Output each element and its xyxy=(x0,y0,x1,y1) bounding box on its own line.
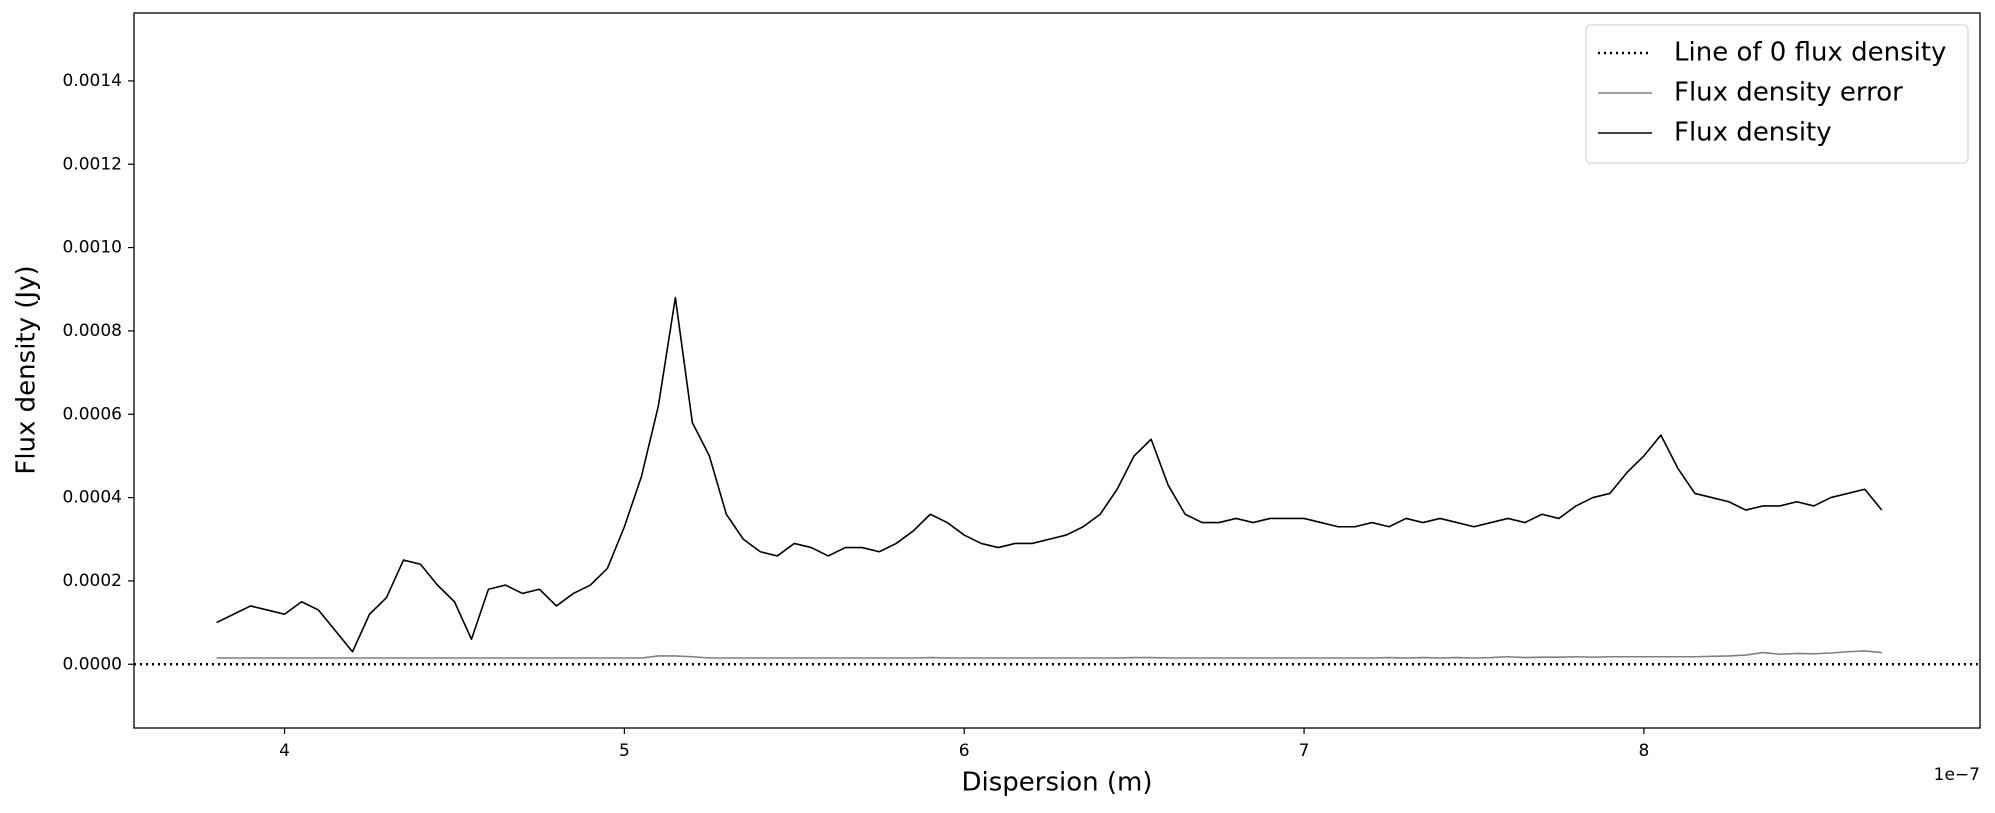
data-line xyxy=(216,296,1883,653)
y-tick-label: 0.0008 xyxy=(63,321,122,341)
data-line xyxy=(216,650,1882,659)
legend-label: Flux density xyxy=(1674,118,1832,148)
x-tick-label: 7 xyxy=(1299,741,1310,761)
legend-box xyxy=(1585,24,1969,164)
legend-label: Line of 0 flux density xyxy=(1674,38,1946,68)
y-tick-label: 0.0012 xyxy=(63,154,122,174)
x-tick-label: 8 xyxy=(1638,741,1649,761)
x-tick-label: 5 xyxy=(619,741,630,761)
y-tick-label: 0.0004 xyxy=(63,488,122,508)
plot-frame xyxy=(133,12,1981,729)
x-tick-label: 6 xyxy=(959,741,970,761)
y-tick-label: 0.0010 xyxy=(63,238,122,258)
x-axis-label: Dispersion (m) xyxy=(961,768,1152,798)
y-tick-label: 0.0014 xyxy=(63,71,122,91)
y-tick-label: 0.0006 xyxy=(63,404,122,424)
legend-label: Flux density error xyxy=(1674,78,1903,108)
x-offset-label: 1e−7 xyxy=(1934,765,1980,785)
y-axis-label: Flux density (Jy) xyxy=(12,265,42,474)
legend: Line of 0 flux density Flux density error… xyxy=(1585,24,1969,164)
y-tick-label: 0.0002 xyxy=(63,571,122,591)
x-tick-label: 4 xyxy=(279,741,290,761)
y-tick-label: 0.0000 xyxy=(63,654,122,674)
